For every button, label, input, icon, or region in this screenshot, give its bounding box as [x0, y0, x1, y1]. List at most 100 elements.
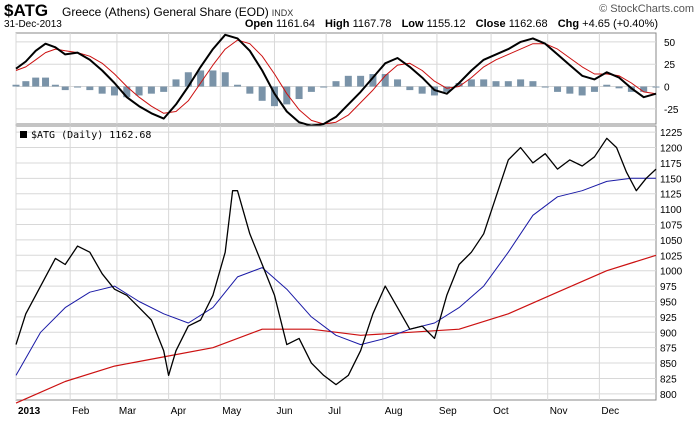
- description-text: Greece (Athens) General Share (EOD): [62, 5, 269, 19]
- histogram-bar: [590, 86, 598, 92]
- symbol-description: Greece (Athens) General Share (EOD) INDX: [62, 5, 293, 19]
- histogram-bar: [443, 86, 451, 92]
- close-value: 1162.68: [508, 18, 548, 30]
- price-panel: 800 825 850 875 900 925 950 975 1000 1025 1050 1075…: [15, 125, 683, 417]
- price-tick-label: 1125: [660, 190, 682, 201]
- histogram-bar: [270, 86, 278, 107]
- x-tick-label: Jun: [276, 406, 292, 417]
- price-tick-label: 1025: [660, 251, 683, 262]
- price-tick-label: 1150: [660, 174, 682, 185]
- histogram-bar: [357, 75, 365, 87]
- indicator-panel: 50 25 0 -25: [12, 32, 679, 127]
- x-tick-label: Nov: [550, 406, 568, 417]
- histogram-bar: [283, 86, 291, 105]
- histogram-bar: [640, 86, 648, 92]
- price-tick-label: 1100: [660, 205, 682, 216]
- histogram-bar: [246, 86, 254, 94]
- symbol-title: $ATG: [4, 1, 49, 20]
- histogram-bar: [184, 72, 192, 87]
- histogram-bar: [554, 86, 562, 92]
- histogram-bar: [258, 86, 266, 101]
- histogram-bar: [504, 81, 512, 87]
- price-tick-label: 1225: [660, 128, 683, 139]
- histogram-bar: [394, 79, 402, 87]
- histogram-bar: [221, 72, 229, 87]
- histogram-bar: [406, 86, 414, 91]
- price-line: [15, 137, 657, 386]
- x-tick-label: May: [222, 406, 241, 417]
- price-tick-label: 875: [660, 344, 677, 355]
- x-tick-label: Sep: [439, 406, 457, 417]
- histogram-bar: [74, 86, 82, 88]
- price-frame: [15, 125, 657, 401]
- histogram-bar: [320, 86, 328, 88]
- price-tick-label: 1200: [660, 144, 683, 155]
- x-tick-label: 2013: [18, 406, 41, 417]
- histogram-bar: [652, 86, 660, 88]
- histogram-bar: [234, 84, 242, 87]
- ohlc-readout: Open 1161.64 High 1167.78 Low 1155.12 Cl…: [245, 18, 658, 30]
- ma-short-line: [15, 177, 656, 376]
- histogram-bar: [307, 86, 315, 92]
- price-tick-label: 1050: [660, 236, 683, 247]
- histogram-bar: [209, 70, 217, 87]
- histogram-bar: [418, 86, 426, 94]
- x-tick-label: Oct: [493, 406, 509, 417]
- chart-header: $ATG Greece (Athens) General Share (EOD)…: [0, 0, 700, 32]
- histogram-bar: [529, 81, 537, 87]
- indicator-tick-label: -25: [664, 105, 679, 116]
- close-label: Close: [475, 18, 506, 30]
- indicator-tick-label: 50: [664, 38, 676, 49]
- histogram-bar: [160, 86, 168, 92]
- histogram-bar: [51, 84, 59, 87]
- indicator-tick-label: 0: [664, 83, 670, 94]
- chg-label: Chg: [557, 18, 580, 30]
- histogram-bar: [517, 79, 525, 87]
- histogram-bar: [123, 86, 131, 98]
- exchange-tag: INDX: [271, 8, 294, 18]
- histogram-bar: [332, 81, 340, 87]
- x-tick-label: Dec: [601, 406, 619, 417]
- price-tick-label: 800: [660, 390, 677, 401]
- open-label: Open: [244, 18, 273, 30]
- histogram-bar: [135, 86, 143, 96]
- x-tick-label: Jul: [328, 406, 341, 417]
- chart-date: 31-Dec-2013: [4, 19, 62, 30]
- price-tick-label: 1075: [660, 221, 683, 232]
- macd-line: [15, 33, 657, 127]
- high-label: High: [325, 18, 350, 30]
- histogram-bar: [295, 86, 303, 100]
- price-tick-label: 925: [660, 313, 677, 324]
- ma-long-line: [15, 254, 657, 404]
- histogram-bar: [42, 77, 50, 87]
- histogram-bar: [98, 86, 106, 94]
- histogram-bar: [541, 86, 549, 88]
- price-tick-label: 1000: [660, 267, 683, 278]
- x-tick-label: Feb: [72, 406, 90, 417]
- brand-link[interactable]: © StockCharts.com: [599, 3, 694, 15]
- histogram-bar: [566, 86, 574, 94]
- histogram-bar: [492, 81, 500, 87]
- price-tick-label: 850: [660, 359, 677, 370]
- legend-main: $ATG (Daily) 1162.68: [31, 130, 151, 141]
- high-value: 1167.78: [352, 18, 392, 30]
- low-label: Low: [401, 18, 424, 30]
- histogram-bar: [61, 86, 69, 91]
- histogram-bar: [455, 82, 463, 87]
- histogram-bar: [578, 86, 586, 96]
- histogram-bar: [480, 79, 488, 87]
- chg-value: +4.65 (+0.40%): [582, 18, 658, 30]
- histogram-bar: [172, 79, 180, 87]
- x-tick-label: Mar: [119, 406, 137, 417]
- indicator-tick-label: 25: [664, 60, 676, 71]
- open-value: 1161.64: [276, 18, 315, 30]
- histogram-bar: [12, 84, 20, 87]
- histogram-bar: [603, 84, 611, 87]
- histogram-bar: [381, 74, 389, 87]
- legend: $ATG (Daily) 1162.68: [20, 130, 151, 141]
- histogram-bar: [32, 77, 40, 87]
- histogram-bar: [110, 86, 118, 96]
- histogram-bar: [22, 81, 30, 87]
- price-tick-label: 950: [660, 297, 677, 308]
